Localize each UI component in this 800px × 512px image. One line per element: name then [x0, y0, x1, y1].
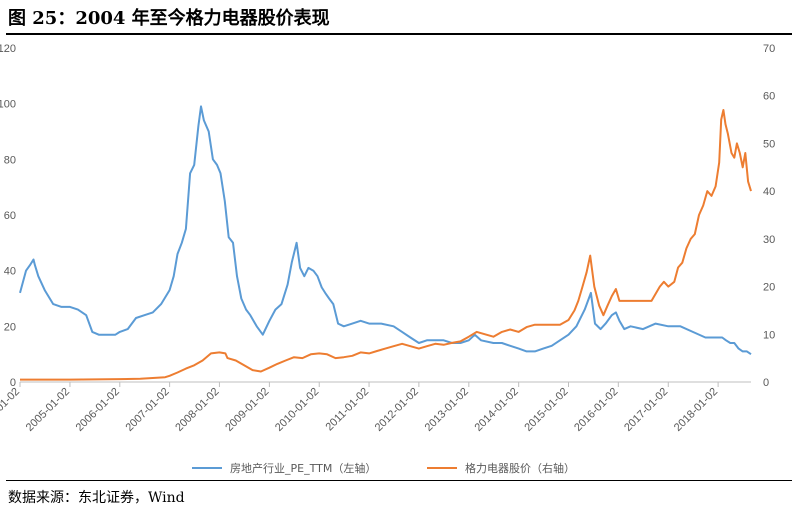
x-tick-label: 2005-01-02: [24, 386, 72, 434]
y-left-tick-label: 120: [0, 43, 16, 55]
x-tick-label: 2009-01-02: [223, 386, 271, 434]
source-note: 数据来源：东北证券，Wind: [8, 490, 185, 506]
y-right-tick-label: 40: [763, 186, 775, 198]
y-left-tick-label: 100: [0, 99, 16, 111]
y-right-tick-label: 50: [763, 138, 775, 150]
chart-axes: 0 20 40 60 80 100 120 0 10 20 30 40 50 60 70 2004-01-02…: [0, 43, 775, 434]
y-right-tick-label: 10: [763, 329, 775, 341]
x-tick-label: 2016-01-02: [572, 386, 620, 434]
x-tick-label: 2008-01-02: [173, 386, 221, 434]
x-tick-label: 2017-01-02: [622, 386, 670, 434]
y-left-tick-label: 40: [4, 266, 16, 278]
y-right-tick-label: 30: [763, 234, 775, 246]
x-tick-label: 2014-01-02: [473, 386, 521, 434]
chart-canvas: 0 20 40 60 80 100 120 0 10 20 30 40 50 60 70 2004-01-02…: [0, 43, 775, 475]
x-tick-label: 2013-01-02: [423, 386, 471, 434]
x-tick-label: 2018-01-02: [672, 386, 720, 434]
x-tick-label: 2010-01-02: [273, 386, 321, 434]
y-right-tick-label: 0: [763, 377, 769, 389]
footer-divider: [6, 480, 792, 481]
chart-series-layer: [19, 105, 752, 381]
pe-ttm-series-line: [19, 105, 752, 356]
gree-price-series-line: [20, 109, 752, 381]
x-tick-label: 2004-01-02: [0, 386, 22, 434]
x-tick-label: 2007-01-02: [123, 386, 171, 434]
y-right-tick-label: 60: [763, 91, 775, 103]
y-left-tick-label: 60: [4, 210, 16, 222]
x-tick-label: 2006-01-02: [74, 386, 122, 434]
y-left-tick-label: 80: [4, 154, 16, 166]
y-left-tick-label: 0: [10, 377, 16, 389]
legend-label: 房地产行业_PE_TTM（左轴）: [230, 461, 376, 475]
x-tick-label: 2012-01-02: [373, 386, 421, 434]
x-tick-label: 2011-01-02: [323, 386, 371, 434]
chart-title: 图 25：2004 年至今格力电器股价表现: [8, 8, 330, 29]
y-right-tick-label: 70: [763, 43, 775, 55]
x-tick-label: 2015-01-02: [522, 386, 570, 434]
y-left-tick-label: 20: [4, 321, 16, 333]
title-divider: [6, 33, 792, 35]
chart-legend: 房地产行业_PE_TTM（左轴） 格力电器股价（右轴）: [192, 461, 575, 475]
legend-label: 格力电器股价（右轴）: [465, 461, 575, 475]
y-right-tick-label: 20: [763, 282, 775, 294]
